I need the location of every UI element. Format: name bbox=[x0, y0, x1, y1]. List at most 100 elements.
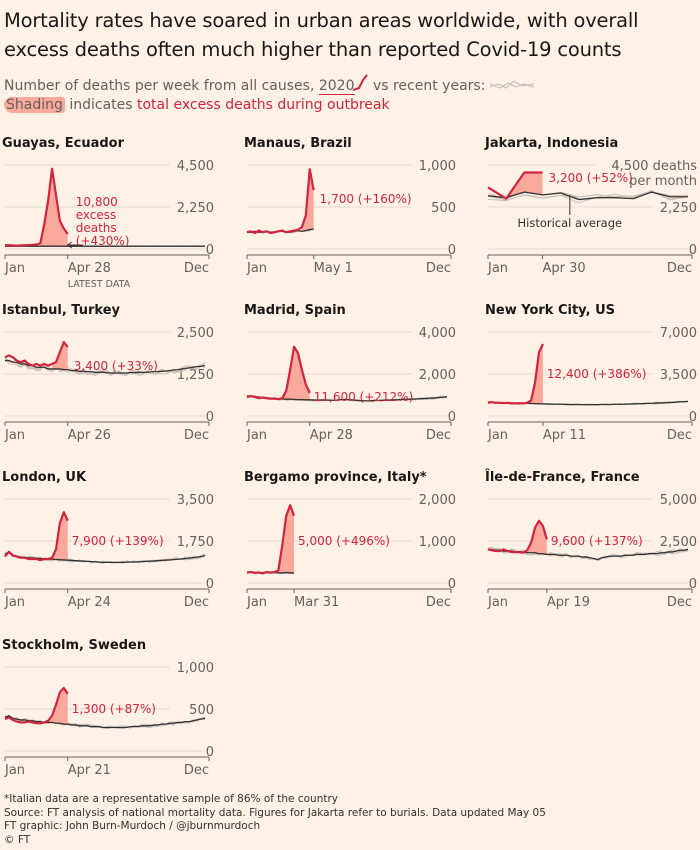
x-tick-label: Dec bbox=[184, 261, 209, 276]
arrow-icon bbox=[66, 241, 83, 249]
x-tick-label: Dec bbox=[184, 595, 209, 610]
excess-deaths-annotation: 10,800 bbox=[76, 195, 118, 209]
panel-title: Madrid, Spain bbox=[244, 303, 346, 318]
subtitle-line-2: Shading indicates total excess deaths du… bbox=[4, 97, 390, 113]
y-tick-label: 2,250 bbox=[177, 201, 214, 216]
panel-title: Bergamo province, Italy* bbox=[244, 470, 427, 485]
x-tick-label: May 1 bbox=[314, 261, 353, 276]
x-tick-label: Jan bbox=[4, 763, 25, 778]
x-tick-label: Dec bbox=[667, 595, 692, 610]
line-2020 bbox=[4, 511, 69, 562]
x-tick-label: Dec bbox=[426, 595, 451, 610]
x-tick-label: Mar 31 bbox=[294, 595, 339, 610]
historical-average-label: Historical average bbox=[518, 216, 623, 230]
panel-title: Guayas, Ecuador bbox=[2, 136, 125, 151]
x-tick-label: Apr 21 bbox=[68, 763, 111, 778]
excess-deaths-annotation: 9,600 (+137%) bbox=[551, 534, 643, 548]
y-tick-label: 500 bbox=[189, 703, 214, 718]
latest-data-note: LATEST DATA bbox=[68, 279, 131, 290]
line-2020 bbox=[246, 345, 311, 401]
x-tick-label: Jan bbox=[487, 595, 508, 610]
panel-title: Stockholm, Sweden bbox=[2, 638, 146, 653]
legend-recent-years-icon bbox=[489, 80, 535, 89]
y-tick-label: 0 bbox=[689, 243, 697, 258]
historical-average-line bbox=[5, 359, 206, 374]
line-2020 bbox=[4, 340, 69, 367]
subtitle-2020: 2020 bbox=[318, 78, 355, 95]
y-tick-label: 4,500 deaths bbox=[611, 159, 697, 174]
x-tick-label: Apr 24 bbox=[68, 595, 111, 610]
legend-2020-line-icon bbox=[352, 74, 368, 91]
excess-deaths-annotation: 11,600 (+212%) bbox=[314, 390, 414, 404]
historical-average-line bbox=[487, 191, 688, 201]
line-2020 bbox=[4, 686, 69, 725]
y-tick-label: 5,000 bbox=[660, 493, 697, 508]
panel-madrid-spain: Madrid, Spain 4,000 2,000 0 Jan Apr 28 Dec 11,6… bbox=[244, 303, 456, 443]
panel-title: Île-de-France, France bbox=[485, 469, 640, 485]
line-2020 bbox=[246, 504, 296, 575]
x-tick-label: Apr 30 bbox=[543, 261, 586, 276]
x-tick-label: Jan bbox=[4, 261, 25, 276]
historical-average-line bbox=[4, 714, 206, 729]
y-tick-label: 1,000 bbox=[177, 661, 214, 676]
historical-average-line bbox=[4, 550, 206, 564]
y-tick-label: 2,000 bbox=[419, 493, 456, 508]
excess-deaths-annotation: (+430%) bbox=[76, 234, 130, 248]
panel-title: London, UK bbox=[2, 470, 87, 485]
y-tick-label: 3,500 bbox=[660, 368, 697, 383]
x-tick-label: Dec bbox=[184, 763, 209, 778]
source-note: Source: FT analysis of national mortalit… bbox=[4, 806, 546, 819]
y-tick-label: 0 bbox=[206, 243, 214, 258]
excess-deaths-shading bbox=[527, 520, 547, 555]
y-tick-label: 0 bbox=[689, 577, 697, 592]
y-tick-label: 0 bbox=[206, 410, 214, 425]
panel-istanbul-turkey: Istanbul, Turkey 2,500 1,250 0 Jan Apr 26 Dec 3… bbox=[2, 303, 214, 443]
y-tick-label: 3,500 bbox=[177, 493, 214, 508]
panel-title: Istanbul, Turkey bbox=[2, 303, 121, 318]
excess-deaths-shading bbox=[282, 346, 310, 400]
x-tick-label: Jan bbox=[4, 428, 25, 443]
panel-new-york-city-us: New York City, US 7,000 3,500 0 Jan Apr 11 Dec… bbox=[485, 303, 697, 443]
shading-word: Shading bbox=[4, 97, 65, 113]
excess-deaths-annotation: excess bbox=[76, 208, 117, 222]
y-tick-label: 0 bbox=[689, 410, 697, 425]
line-2020 bbox=[487, 171, 543, 200]
y-tick-label: 1,750 bbox=[177, 535, 214, 550]
panel--le-de-france-france: Île-de-France, France 5,000 2,500 0 Jan Apr 1… bbox=[485, 469, 697, 610]
y-tick-label: 0 bbox=[206, 577, 214, 592]
panel-title: New York City, US bbox=[485, 303, 615, 318]
line-2020 bbox=[246, 168, 315, 235]
y-tick-label: 1,250 bbox=[177, 368, 214, 383]
panel-london-uk: London, UK 3,500 1,750 0 Jan Apr 24 Dec 7,900 (… bbox=[2, 470, 214, 610]
x-tick-label: Apr 28 bbox=[310, 428, 353, 443]
excess-deaths-annotation: 3,400 (+33%) bbox=[74, 359, 158, 373]
x-tick-label: Dec bbox=[667, 261, 692, 276]
x-tick-label: Jan bbox=[246, 428, 267, 443]
line-2020 bbox=[487, 519, 548, 554]
x-tick-label: Apr 11 bbox=[543, 428, 586, 443]
subtitle-recent: vs recent years: bbox=[372, 78, 486, 94]
x-tick-label: Jan bbox=[487, 261, 508, 276]
shading-mid: indicates bbox=[69, 97, 133, 113]
panel-title: Manaus, Brazil bbox=[244, 136, 352, 151]
excess-deaths-shading bbox=[278, 505, 295, 573]
subtitle-line-1: Number of deaths per week from all cause… bbox=[4, 74, 535, 95]
excess-deaths-annotation: 1,700 (+160%) bbox=[320, 192, 412, 206]
x-tick-label: Jan bbox=[246, 595, 267, 610]
line-2020 bbox=[487, 343, 544, 405]
copyright: © FT bbox=[4, 833, 31, 846]
panel-stockholm-sweden: Stockholm, Sweden 1,000 500 0 Jan Apr 21 Dec 1,… bbox=[2, 638, 214, 778]
credit: FT graphic: John Burn-Murdoch / @jburnmu… bbox=[4, 820, 261, 832]
x-tick-label: Jan bbox=[487, 428, 508, 443]
x-tick-label: Apr 26 bbox=[68, 428, 111, 443]
y-tick-label: 4,500 bbox=[177, 159, 214, 174]
y-tick-label: 4,000 bbox=[419, 326, 456, 341]
y-tick-label: 0 bbox=[448, 243, 456, 258]
x-tick-label: Dec bbox=[426, 428, 451, 443]
excess-deaths-annotation: 7,900 (+139%) bbox=[72, 534, 164, 548]
y-tick-label: 2,000 bbox=[419, 368, 456, 383]
excess-deaths-shading bbox=[506, 172, 543, 199]
x-tick-label: Dec bbox=[184, 428, 209, 443]
x-tick-label: Dec bbox=[426, 261, 451, 276]
